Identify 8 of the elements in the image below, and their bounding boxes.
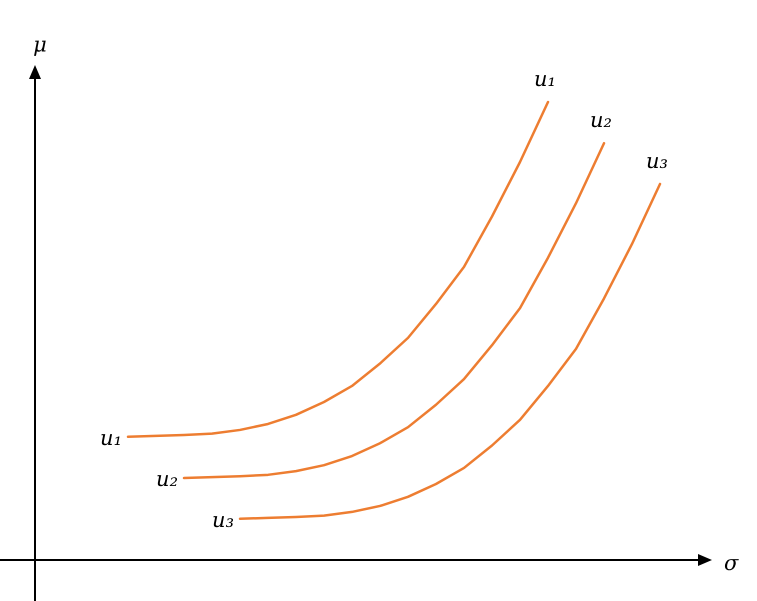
series-label: u₁ (100, 426, 122, 450)
text: u₁ (534, 67, 556, 91)
series-label: u₂ (156, 467, 178, 492)
series-label: u₃ (212, 508, 234, 532)
text: u₂ (590, 108, 612, 132)
y-axis-title: μ (33, 32, 47, 56)
x-axis-title: σ (724, 551, 740, 576)
text: u₃ (646, 148, 668, 173)
